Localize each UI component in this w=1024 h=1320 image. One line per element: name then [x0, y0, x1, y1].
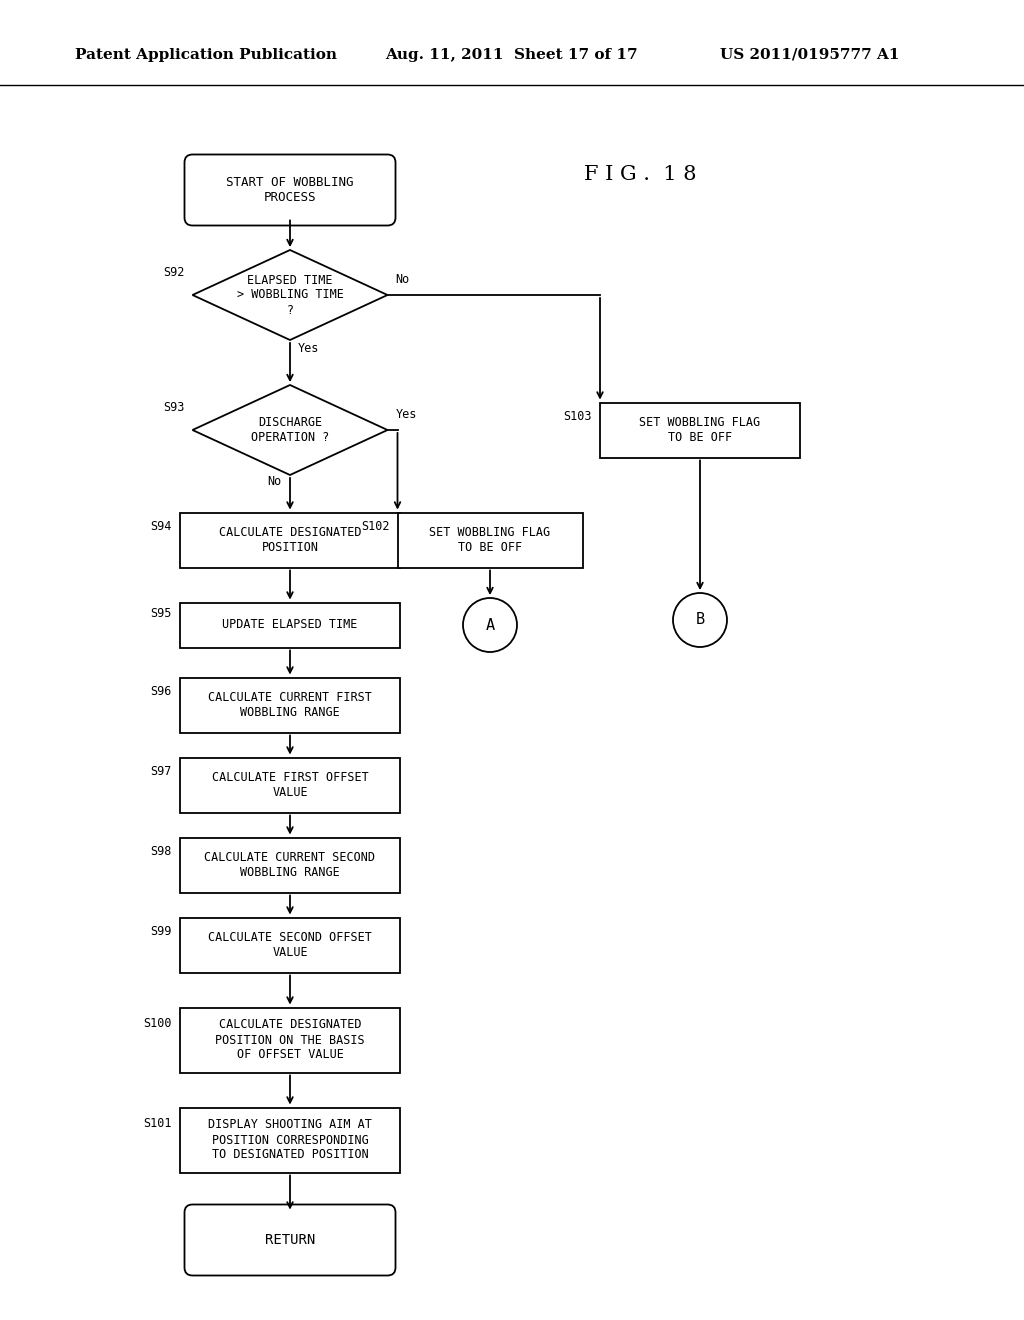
- FancyBboxPatch shape: [184, 1204, 395, 1275]
- Bar: [180, 677, 400, 733]
- Text: CALCULATE DESIGNATED
POSITION: CALCULATE DESIGNATED POSITION: [219, 525, 361, 554]
- Text: S102: S102: [361, 520, 389, 533]
- Bar: [180, 1007, 400, 1072]
- Polygon shape: [193, 249, 387, 341]
- Text: CALCULATE CURRENT FIRST
WOBBLING RANGE: CALCULATE CURRENT FIRST WOBBLING RANGE: [208, 690, 372, 719]
- Text: Patent Application Publication: Patent Application Publication: [75, 48, 337, 62]
- Text: Yes: Yes: [298, 342, 319, 355]
- Bar: [180, 917, 400, 973]
- Text: DISCHARGE
OPERATION ?: DISCHARGE OPERATION ?: [251, 416, 329, 444]
- Bar: [397, 512, 583, 568]
- Circle shape: [463, 598, 517, 652]
- Text: UPDATE ELAPSED TIME: UPDATE ELAPSED TIME: [222, 619, 357, 631]
- Text: S93: S93: [163, 401, 184, 414]
- Text: CALCULATE DESIGNATED
POSITION ON THE BASIS
OF OFFSET VALUE: CALCULATE DESIGNATED POSITION ON THE BAS…: [215, 1019, 365, 1061]
- Text: SET WOBBLING FLAG
TO BE OFF: SET WOBBLING FLAG TO BE OFF: [429, 525, 551, 554]
- Text: B: B: [695, 612, 705, 627]
- Text: A: A: [485, 618, 495, 632]
- Bar: [180, 602, 400, 648]
- Text: No: No: [267, 475, 282, 488]
- Text: S100: S100: [143, 1018, 172, 1030]
- FancyBboxPatch shape: [184, 154, 395, 226]
- Text: S101: S101: [143, 1117, 172, 1130]
- Bar: [180, 758, 400, 813]
- Text: CALCULATE SECOND OFFSET
VALUE: CALCULATE SECOND OFFSET VALUE: [208, 931, 372, 960]
- Text: Yes: Yes: [395, 408, 417, 421]
- Text: F I G .  1 8: F I G . 1 8: [584, 165, 696, 185]
- Text: ELAPSED TIME
> WOBBLING TIME
?: ELAPSED TIME > WOBBLING TIME ?: [237, 273, 343, 317]
- Text: No: No: [395, 273, 410, 286]
- Text: SET WOBBLING FLAG
TO BE OFF: SET WOBBLING FLAG TO BE OFF: [639, 416, 761, 444]
- Text: Aug. 11, 2011  Sheet 17 of 17: Aug. 11, 2011 Sheet 17 of 17: [385, 48, 638, 62]
- Bar: [600, 403, 800, 458]
- Polygon shape: [193, 385, 387, 475]
- Bar: [180, 837, 400, 892]
- Text: S94: S94: [151, 520, 172, 533]
- Text: START OF WOBBLING
PROCESS: START OF WOBBLING PROCESS: [226, 176, 353, 205]
- Text: S98: S98: [151, 845, 172, 858]
- Text: CALCULATE CURRENT SECOND
WOBBLING RANGE: CALCULATE CURRENT SECOND WOBBLING RANGE: [205, 851, 376, 879]
- Circle shape: [673, 593, 727, 647]
- Text: S97: S97: [151, 764, 172, 777]
- Text: CALCULATE FIRST OFFSET
VALUE: CALCULATE FIRST OFFSET VALUE: [212, 771, 369, 799]
- Bar: [180, 1107, 400, 1172]
- Text: S103: S103: [563, 409, 592, 422]
- Text: S99: S99: [151, 925, 172, 937]
- Text: DISPLAY SHOOTING AIM AT
POSITION CORRESPONDING
TO DESIGNATED POSITION: DISPLAY SHOOTING AIM AT POSITION CORRESP…: [208, 1118, 372, 1162]
- Text: US 2011/0195777 A1: US 2011/0195777 A1: [720, 48, 899, 62]
- Text: S92: S92: [163, 267, 184, 279]
- Bar: [180, 512, 400, 568]
- Text: RETURN: RETURN: [265, 1233, 315, 1247]
- Text: S96: S96: [151, 685, 172, 698]
- Text: S95: S95: [151, 607, 172, 620]
